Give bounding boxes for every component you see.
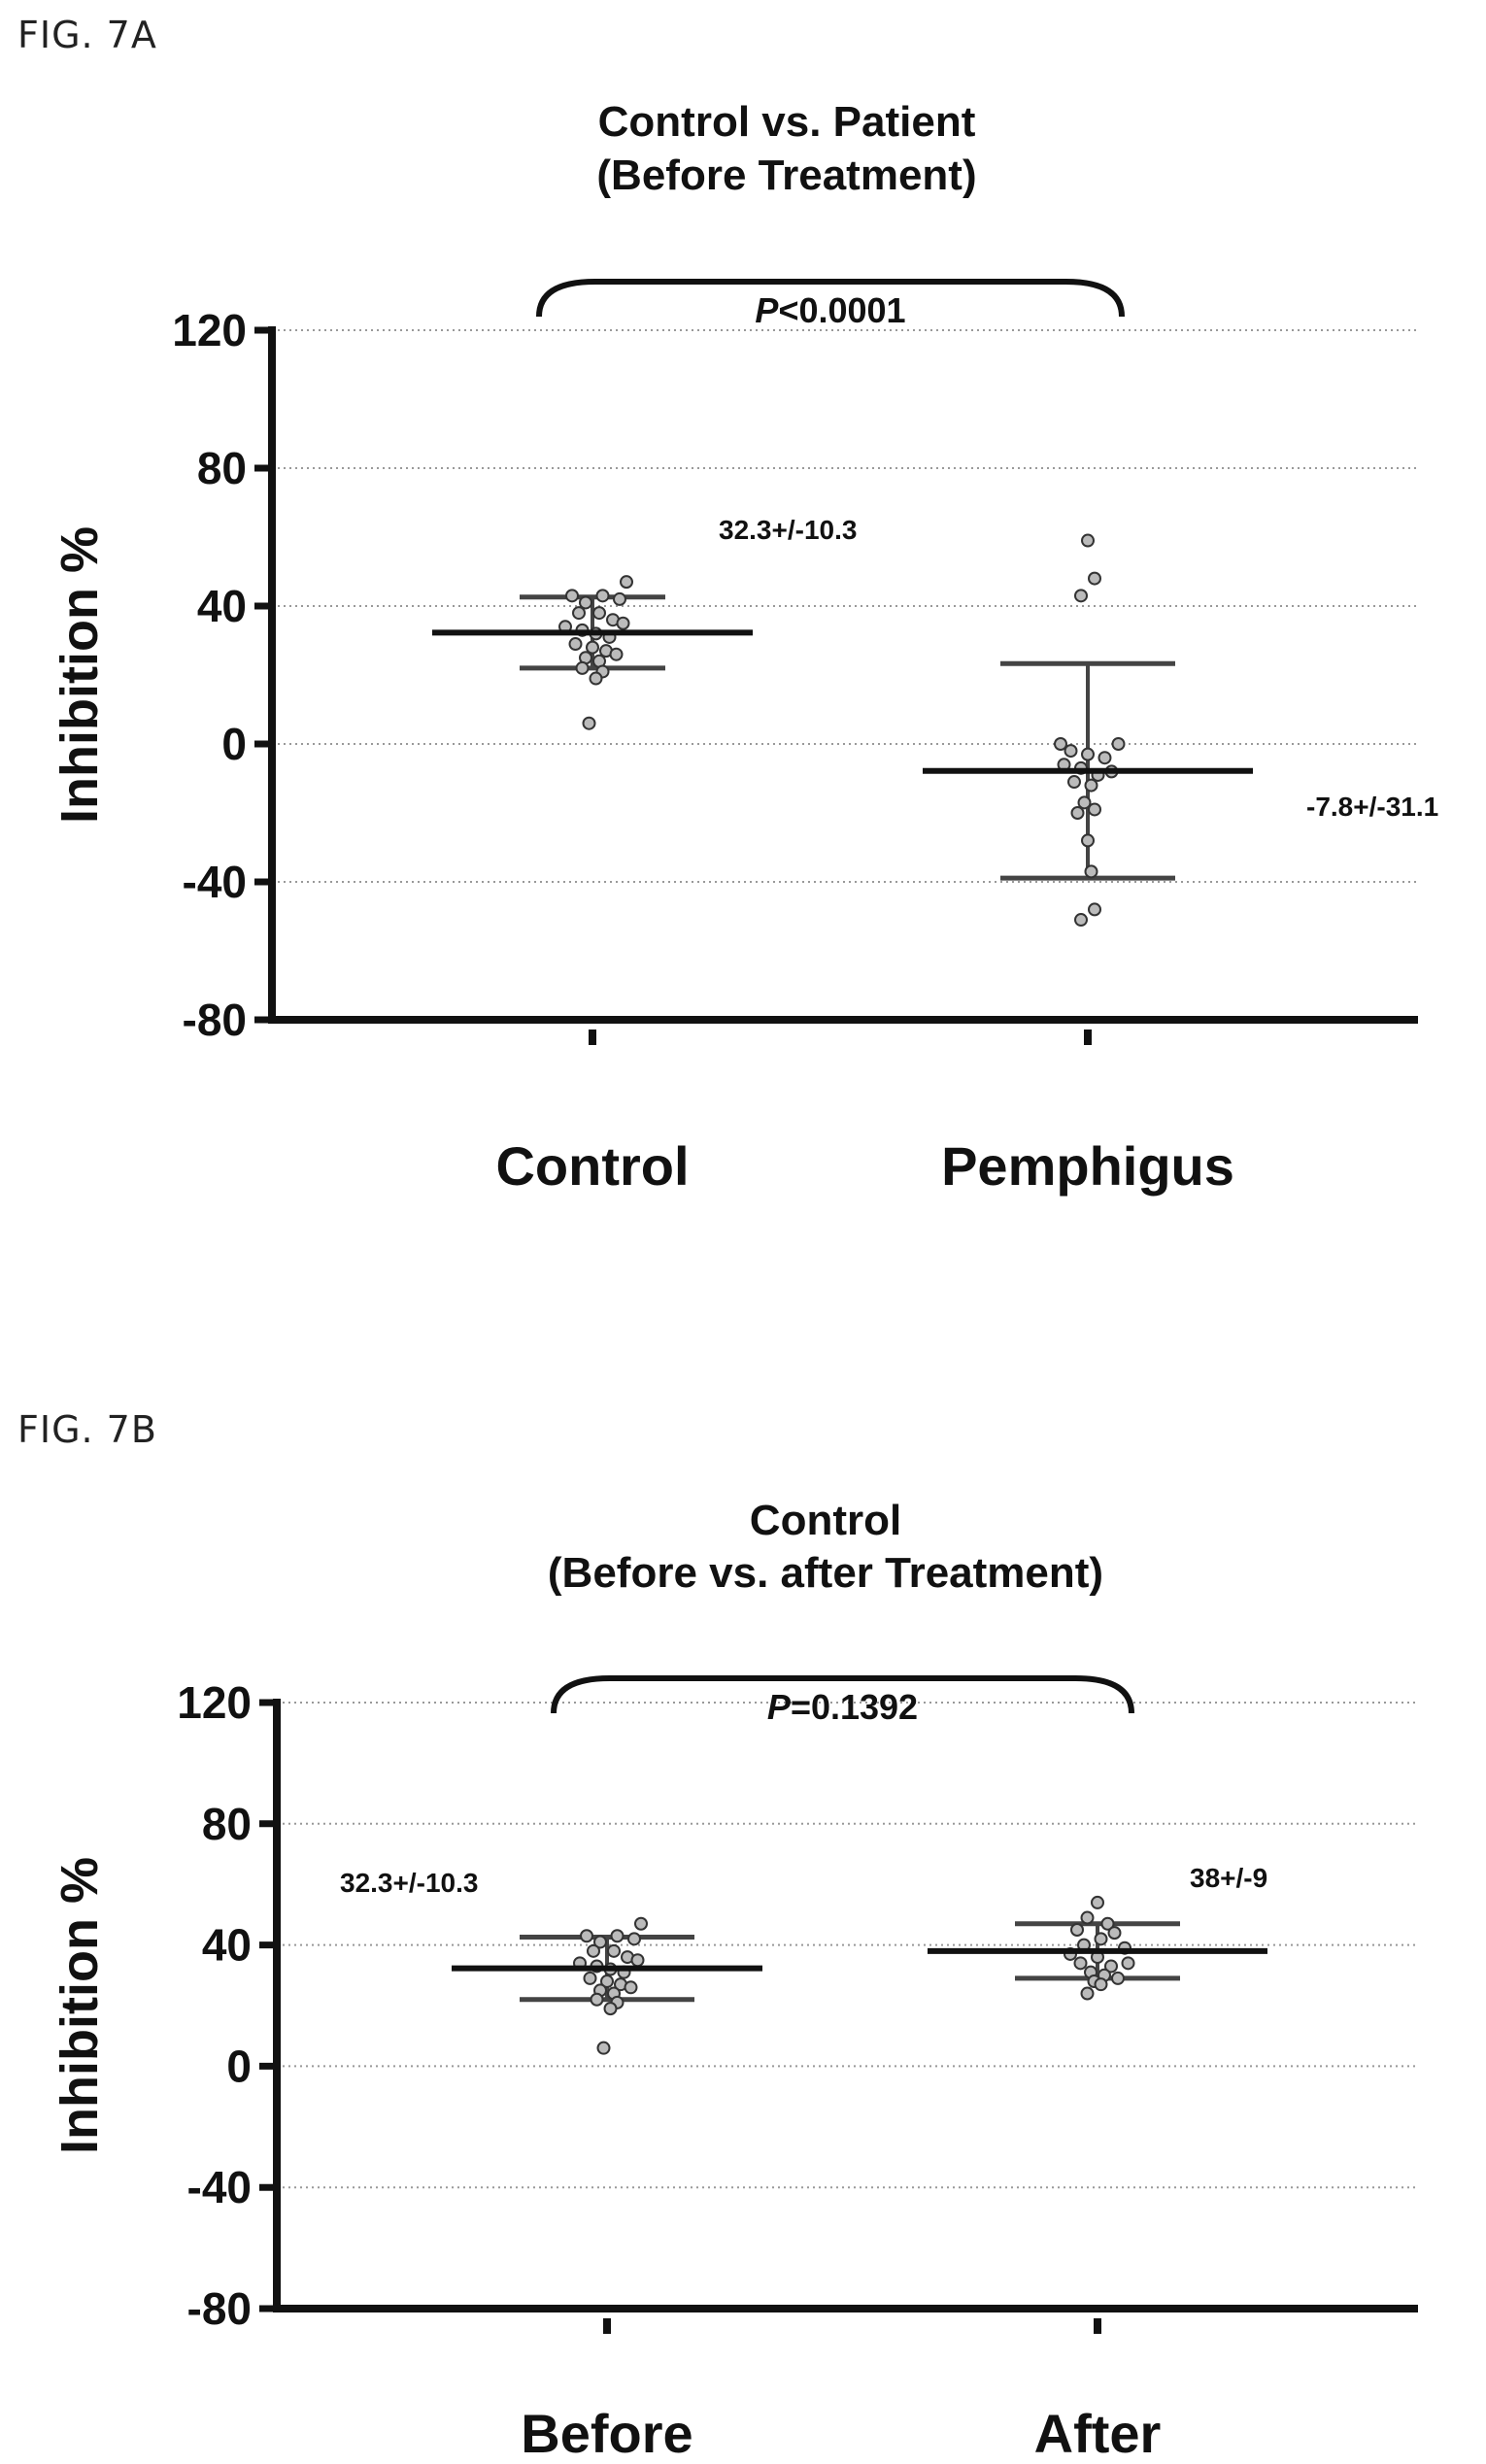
mean-sd-annotation: 32.3+/-10.3 (340, 1868, 478, 1898)
data-point (1098, 751, 1112, 765)
data-point (1073, 1956, 1088, 1971)
data-point (589, 671, 603, 686)
series-after (928, 1895, 1267, 2001)
data-point (590, 1992, 604, 2007)
data-point (1104, 1959, 1118, 1974)
data-point (624, 1980, 638, 1995)
data-point (565, 589, 579, 603)
chart-subtitle: (Before Treatment) (596, 152, 976, 199)
significance-bracket (536, 279, 1125, 318)
data-point (634, 1916, 648, 1931)
data-point (1088, 902, 1101, 917)
chart-7a: Control vs. Patient (Before Treatment) 120… (51, 98, 1438, 1197)
y-tick-label: 0 (221, 719, 247, 769)
data-point (1088, 571, 1101, 586)
figure-a-label: FIG. 7A (17, 14, 157, 56)
data-point (627, 1932, 641, 1946)
data-point (1074, 589, 1088, 603)
y-tick-label: -40 (187, 2162, 252, 2212)
data-point (1080, 1910, 1095, 1925)
data-point (572, 606, 586, 621)
x-category-label: Control (495, 1135, 689, 1197)
data-point (1121, 1956, 1135, 1971)
y-tick-label: 120 (177, 1677, 252, 1728)
data-point (620, 575, 633, 590)
x-category-label: Pemphigus (941, 1135, 1234, 1197)
series-before (452, 1916, 762, 2055)
p-value-label: P<0.0001 (755, 290, 905, 330)
data-point (1077, 795, 1092, 810)
p-value-text: <0.0001 (778, 290, 905, 330)
mean-sd-annotation: 38+/-9 (1190, 1863, 1267, 1893)
data-point (1094, 1977, 1108, 1992)
series-pemphigus (923, 533, 1253, 928)
data-point (579, 595, 592, 610)
data-point (1064, 744, 1078, 759)
mean-sd-annotation: 32.3+/-10.3 (719, 515, 857, 545)
y-axis-label: Inhibition % (51, 1857, 109, 2154)
data-point (603, 2002, 618, 2016)
data-point (613, 591, 626, 606)
data-point (580, 1929, 593, 1943)
y-tick-label: 80 (202, 1799, 252, 1849)
data-point (1070, 806, 1085, 820)
data-point (595, 589, 610, 603)
y-tick-label: 120 (172, 305, 247, 355)
data-point (1091, 1895, 1104, 1909)
data-point (1111, 1971, 1125, 1985)
data-point (607, 1943, 621, 1958)
data-point (1111, 737, 1126, 751)
data-point (1088, 802, 1101, 817)
data-point (582, 716, 596, 730)
data-point (583, 1971, 597, 1985)
data-point (609, 647, 624, 661)
data-point (1094, 1932, 1108, 1946)
p-value-prefix: P (767, 1687, 792, 1727)
chart-subtitle: (Before vs. after Treatment) (548, 1549, 1103, 1597)
data-point (1074, 913, 1088, 928)
y-tick-label: 40 (197, 581, 247, 631)
data-point (575, 660, 590, 675)
p-value-prefix: P (755, 290, 779, 330)
x-category-label: Before (521, 2403, 692, 2464)
data-point (1081, 747, 1095, 761)
data-point (587, 1943, 600, 1958)
data-point (1080, 1986, 1095, 2001)
y-tick-label: -80 (183, 995, 247, 1045)
mean-sd-annotation: -7.8+/-31.1 (1306, 792, 1438, 822)
p-value-label: P=0.1392 (767, 1687, 918, 1727)
data-point (592, 606, 606, 621)
chart-title: Control vs. Patient (598, 98, 976, 146)
y-tick-label: -40 (183, 857, 247, 907)
data-point (1100, 1916, 1115, 1931)
figure-b-label: FIG. 7B (17, 1408, 157, 1451)
y-tick-label: 40 (202, 1920, 252, 1971)
y-axis-label: Inhibition % (51, 526, 109, 824)
data-point (1084, 864, 1098, 879)
data-point (616, 616, 630, 630)
data-point (586, 640, 599, 655)
data-point (1070, 1923, 1084, 1937)
chart-7b: Control (Before vs. after Treatment) 120 80… (51, 1497, 1418, 2464)
chart-title: Control (750, 1497, 901, 1544)
data-point (610, 1929, 625, 1943)
data-point (1081, 833, 1095, 848)
y-tick-label: -80 (187, 2283, 252, 2334)
x-category-label: After (1034, 2403, 1162, 2464)
data-point (1107, 1926, 1122, 1941)
p-value-text: =0.1392 (791, 1687, 918, 1727)
y-tick-label: 80 (197, 443, 247, 493)
data-point (630, 1953, 645, 1968)
series-control (432, 575, 753, 730)
data-point (1084, 778, 1098, 793)
y-tick-label: 0 (226, 2041, 252, 2091)
data-point (1054, 737, 1067, 751)
data-point (568, 637, 583, 652)
data-point (1067, 775, 1081, 790)
data-point (600, 1975, 614, 1989)
data-point (596, 2041, 611, 2055)
data-point (1081, 533, 1095, 548)
data-point (593, 1935, 607, 1949)
significance-bracket (551, 1675, 1134, 1714)
